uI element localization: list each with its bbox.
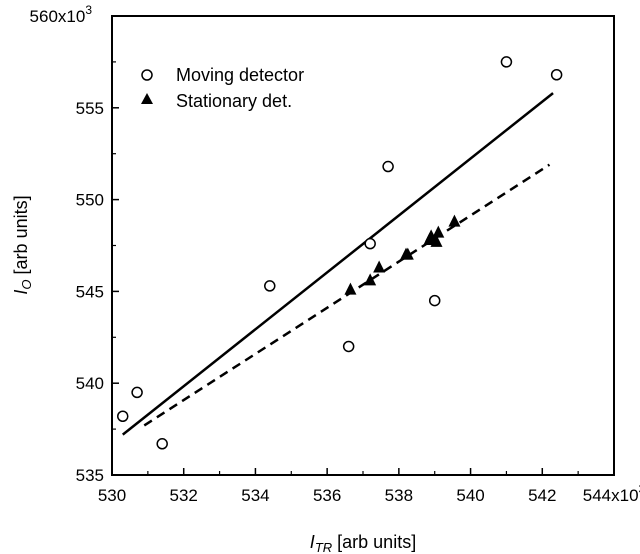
y-tick-exponent: 3: [85, 3, 92, 17]
data-point-moving: [500, 56, 513, 68]
data-point-moving: [131, 386, 143, 399]
data-point-moving: [428, 294, 441, 307]
fit-line-moving: [121, 92, 554, 436]
fit-line-stationary: [143, 163, 551, 427]
data-point-moving: [550, 69, 563, 81]
x-tick-label-text: 532: [170, 486, 198, 505]
data-point-stationary: [430, 234, 443, 247]
legend-label-stationary: Stationary det.: [176, 91, 292, 111]
y-tick-label-text: 550: [76, 191, 104, 210]
x-tick-label-text: 534: [241, 486, 269, 505]
y-tick-label-text: 555: [76, 99, 104, 118]
x-tick-label-text: 538: [385, 486, 413, 505]
legend: Moving detector Stationary det.: [141, 65, 304, 111]
data-markers: [117, 56, 563, 450]
data-point-stationary: [373, 260, 386, 273]
y-axis-ticks: 535 540 545 550 555 560x103: [30, 3, 119, 485]
x-tick-label: 534: [241, 486, 269, 505]
x-tick-label-text: 540: [456, 486, 484, 505]
x-tick-label-text: 530: [98, 486, 126, 505]
x-tick-label: 542: [528, 486, 556, 505]
data-point-moving: [382, 160, 394, 173]
x-tick-label: 540: [456, 486, 484, 505]
data-point-stationary: [425, 229, 438, 242]
x-tick-label: 538: [385, 486, 413, 505]
x-tick-exponent: 3: [639, 482, 640, 496]
y-tick-label: 535: [76, 466, 104, 485]
x-tick-label-text: 536: [313, 486, 341, 505]
y-tick-label: 545: [76, 282, 104, 301]
data-point-moving: [264, 280, 276, 292]
y-axis-title-rest: [arb units]: [11, 195, 31, 279]
x-tick-label: 532: [170, 486, 198, 505]
data-point-moving: [342, 340, 355, 353]
y-tick-label: 550: [76, 191, 104, 210]
y-axis-title: IO [arb units]: [11, 195, 34, 294]
legend-label-moving: Moving detector: [176, 65, 304, 85]
y-tick-label: 560x103: [30, 3, 93, 26]
x-tick-label: 544x103: [583, 482, 640, 505]
y-tick-label-text: 560x10: [30, 7, 86, 26]
y-axis-title-sub: O: [19, 279, 34, 289]
x-axis-ticks: 530 532 534 536 538 540 542 544x103: [98, 468, 640, 505]
data-point-stationary: [448, 214, 461, 227]
x-axis-title-rest: [arb units]: [332, 532, 416, 552]
fit-lines: [121, 92, 554, 436]
y-tick-label: 540: [76, 374, 104, 393]
y-tick-label-text: 545: [76, 282, 104, 301]
x-tick-label-text: 544x10: [583, 486, 639, 505]
x-axis-title: ITR [arb units]: [310, 532, 416, 554]
data-point-stationary: [432, 225, 445, 238]
data-point-moving: [117, 410, 129, 422]
x-axis-title-main: I: [310, 532, 315, 552]
y-tick-label-text: 540: [76, 374, 104, 393]
legend-marker-moving: [141, 69, 153, 81]
x-axis-title-sub: TR: [315, 540, 332, 554]
data-point-moving: [364, 237, 376, 250]
x-tick-label: 530: [98, 486, 126, 505]
y-axis-title-main: I: [11, 290, 31, 295]
x-tick-label-text: 542: [528, 486, 556, 505]
y-tick-label: 555: [76, 99, 104, 118]
legend-marker-stationary: [141, 93, 153, 104]
data-point-stationary: [401, 247, 414, 260]
data-point-stationary: [364, 273, 377, 286]
data-point-moving: [156, 438, 168, 450]
data-point-stationary: [344, 282, 357, 295]
y-tick-label-text: 535: [76, 466, 104, 485]
x-tick-label: 536: [313, 486, 341, 505]
